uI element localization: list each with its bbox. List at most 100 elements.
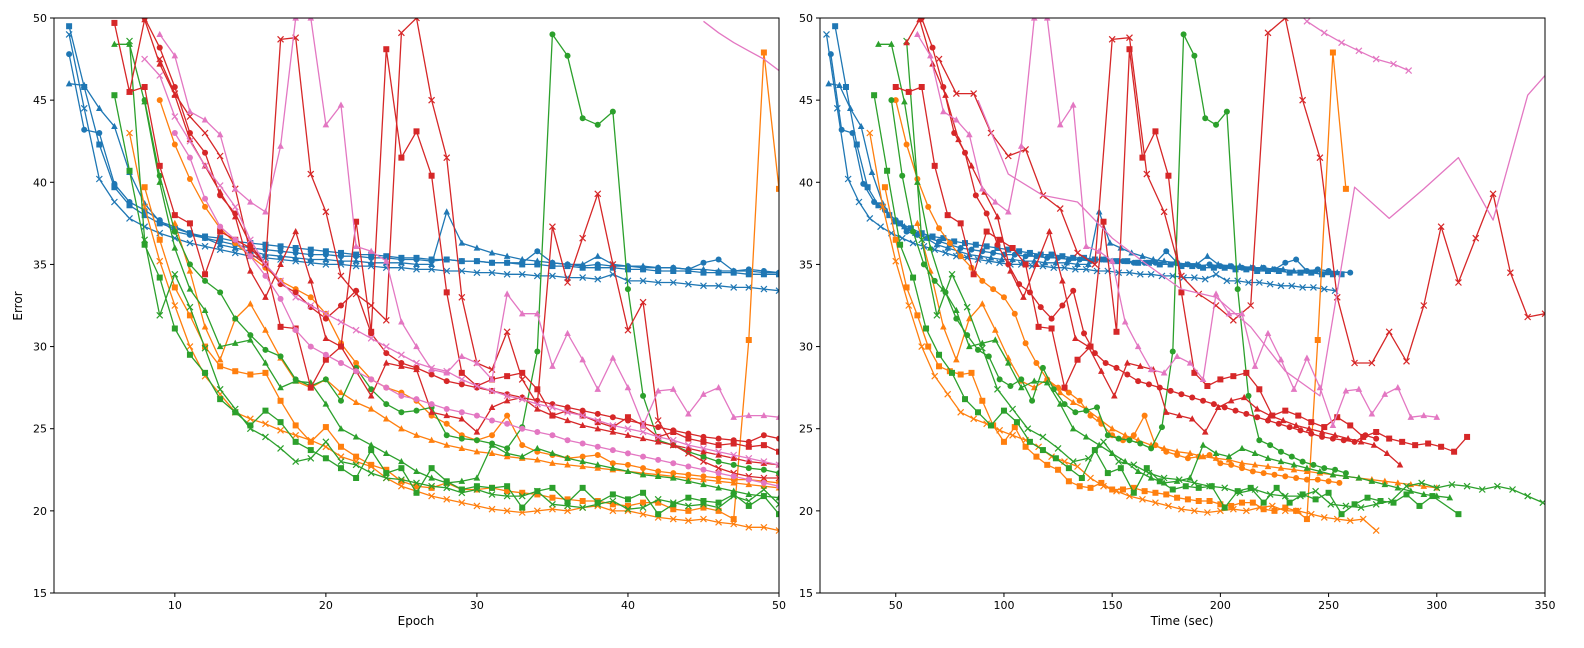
data-point: [579, 264, 586, 271]
data-point: [1121, 318, 1129, 325]
x-tick-label: 200: [1210, 599, 1231, 612]
data-point: [156, 236, 163, 243]
data-point: [1355, 385, 1363, 392]
data-point: [700, 448, 707, 455]
data-point: [1331, 431, 1339, 438]
data-point: [1186, 359, 1194, 366]
data-point: [1074, 260, 1081, 268]
data-point: [1314, 476, 1321, 483]
data-point: [1295, 412, 1302, 419]
data-point: [186, 303, 194, 311]
data-point: [974, 409, 981, 416]
x-tick-label: 300: [1426, 599, 1447, 612]
data-point: [1308, 269, 1315, 276]
data-point: [307, 170, 315, 178]
data-point: [1217, 376, 1224, 383]
data-point: [1249, 468, 1256, 475]
series-14: [892, 46, 1471, 455]
data-point: [776, 448, 779, 455]
data-point: [745, 443, 752, 450]
data-point: [775, 413, 779, 420]
data-point: [1524, 492, 1532, 500]
data-point: [1039, 433, 1047, 441]
data-point: [111, 184, 118, 191]
data-point: [844, 175, 852, 183]
data-point: [1135, 259, 1142, 266]
data-point: [942, 91, 949, 98]
data-point: [1266, 411, 1274, 419]
data-point: [931, 162, 938, 169]
data-point: [307, 447, 314, 454]
y-tick-label: 20: [799, 505, 813, 518]
data-point: [669, 279, 677, 286]
data-point: [519, 442, 526, 449]
data-point: [1121, 431, 1129, 438]
data-point: [745, 457, 753, 465]
data-point: [503, 492, 511, 500]
data-point: [1201, 275, 1209, 283]
data-point: [669, 385, 677, 392]
data-point: [1141, 488, 1148, 495]
data-point: [292, 431, 300, 439]
data-point: [994, 241, 1001, 248]
data-point: [1225, 456, 1233, 463]
data-point: [322, 248, 329, 255]
data-point: [987, 422, 994, 429]
data-point: [473, 448, 481, 455]
data-point: [1033, 260, 1040, 268]
data-point: [715, 477, 722, 484]
data-point: [1240, 393, 1248, 401]
data-point: [171, 90, 179, 97]
data-point: [760, 466, 767, 473]
data-point: [232, 236, 239, 243]
data-point: [579, 504, 587, 511]
data-point: [1206, 482, 1213, 490]
data-point: [978, 344, 986, 352]
data-point: [413, 342, 420, 350]
data-point: [994, 385, 1001, 393]
data-point: [443, 495, 451, 503]
data-point: [1039, 447, 1046, 454]
data-point: [413, 431, 420, 438]
data-point: [443, 289, 450, 296]
data-point: [966, 342, 973, 350]
data-point: [277, 142, 284, 149]
data-point: [1273, 484, 1280, 491]
data-point: [231, 213, 239, 220]
data-point: [398, 409, 405, 416]
data-point: [353, 475, 360, 481]
series-9: [888, 31, 1349, 477]
data-point: [639, 277, 647, 285]
data-point: [277, 426, 284, 434]
data-point: [579, 484, 586, 491]
data-point: [488, 269, 496, 277]
data-point: [1141, 412, 1148, 419]
data-point: [730, 473, 737, 480]
data-point: [202, 149, 209, 156]
data-point: [1355, 474, 1363, 481]
data-point: [443, 406, 450, 412]
data-point: [186, 351, 193, 358]
data-point: [957, 408, 965, 416]
data-point: [503, 507, 511, 515]
data-point: [1228, 502, 1235, 509]
data-point: [518, 376, 526, 383]
series-19: [977, 75, 1545, 397]
data-point: [171, 302, 179, 309]
y-tick-label: 20: [33, 505, 47, 518]
data-point: [1221, 264, 1228, 271]
data-point: [458, 415, 466, 422]
data-point: [1065, 389, 1072, 396]
data-point: [292, 377, 299, 384]
series-line: [878, 43, 1450, 499]
data-point: [594, 464, 602, 471]
data-point: [1026, 438, 1033, 445]
data-point: [231, 203, 239, 211]
data-point: [730, 516, 737, 523]
data-point: [1054, 445, 1062, 452]
data-point: [1190, 507, 1198, 515]
data-point: [987, 254, 995, 261]
data-point: [156, 257, 164, 265]
data-point: [996, 259, 1004, 267]
data-point: [1188, 415, 1196, 422]
